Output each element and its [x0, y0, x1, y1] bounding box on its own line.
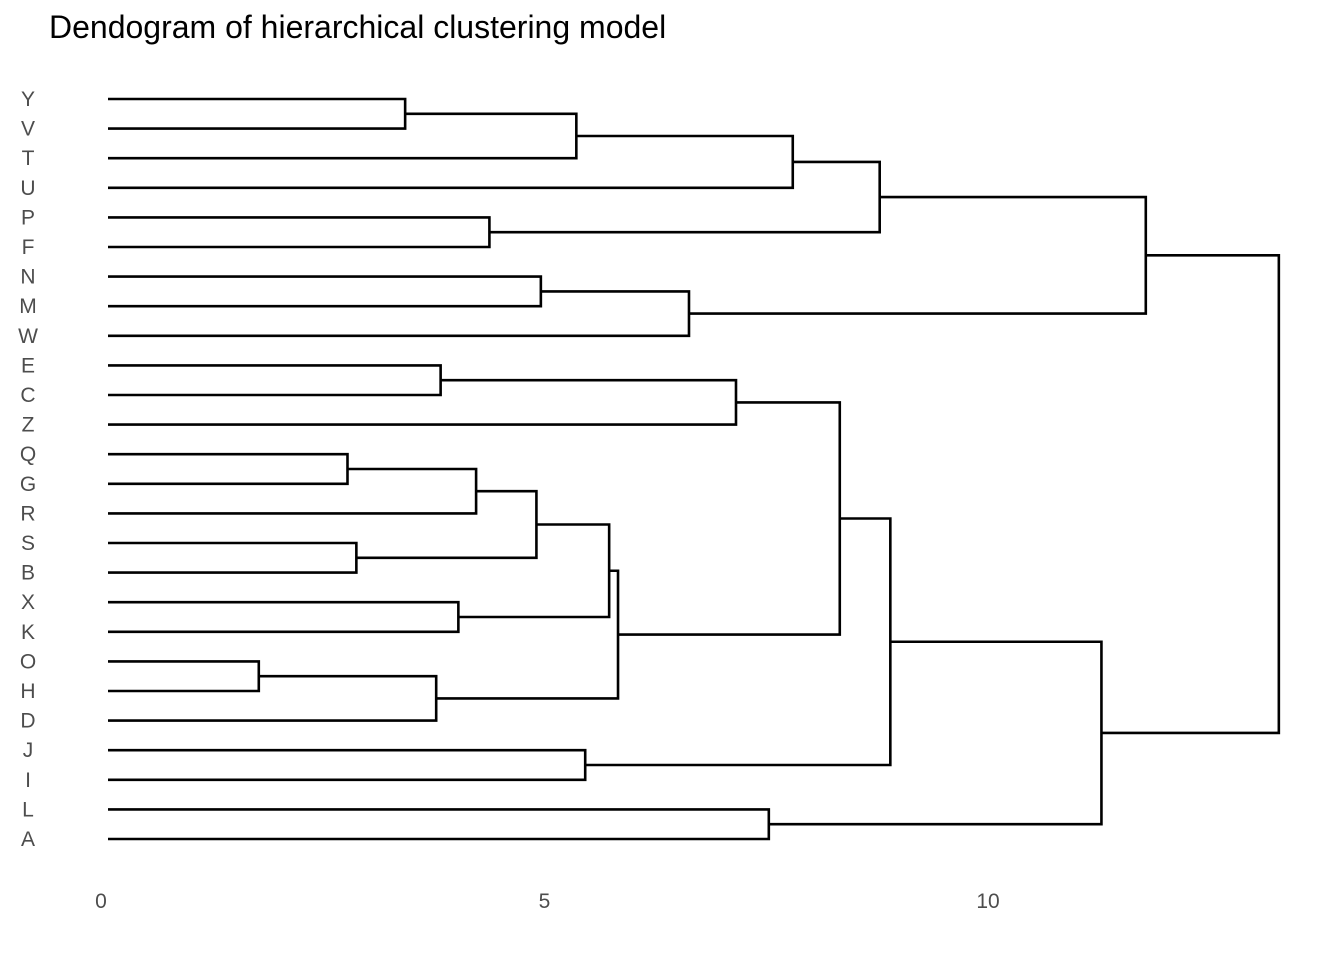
merge-branch-m6: [108, 364, 442, 397]
leaf-label-C: C: [20, 384, 35, 407]
merge-branch-m19: [108, 134, 795, 190]
merge-branch-m4: [108, 97, 407, 130]
leaf-label-Q: Q: [20, 443, 36, 466]
leaf-label-I: I: [25, 769, 31, 792]
leaf-label-U: U: [20, 177, 35, 200]
leaf-label-P: P: [21, 206, 35, 229]
merge-branch-m15: [436, 569, 620, 700]
merge-branch-m23: [768, 640, 1103, 826]
leaf-label-V: V: [21, 118, 35, 141]
merge-branch-m11: [108, 275, 543, 308]
merge-branch-m3: [108, 541, 358, 574]
leaf-label-O: O: [20, 650, 36, 673]
x-tick-label: 10: [976, 890, 999, 913]
merge-branch-m16: [108, 290, 691, 338]
chart-title: Dendogram of hierarchical clustering mod…: [49, 9, 666, 45]
leaf-label-W: W: [18, 325, 38, 348]
leaf-label-J: J: [23, 739, 34, 762]
x-tick-label: 0: [95, 890, 107, 913]
merge-branch-m1: [108, 660, 261, 693]
merge-branch-m2: [108, 452, 349, 486]
merge-branch-m21: [489, 160, 881, 234]
leaf-label-B: B: [21, 562, 35, 585]
merge-branch-m7: [108, 600, 460, 634]
x-axis-ticks: 0 5 10: [95, 890, 1000, 913]
leaf-label-X: X: [21, 591, 35, 614]
leaf-label-K: K: [21, 621, 35, 644]
leaf-label-L: L: [22, 798, 34, 821]
leaf-label-Z: Z: [22, 414, 35, 437]
leaf-label-R: R: [20, 502, 35, 525]
leaf-label-N: N: [20, 266, 35, 289]
merge-branch-m8: [108, 467, 478, 515]
leaf-label-M: M: [19, 295, 37, 318]
merge-branch-m20: [618, 401, 842, 636]
merge-branch-m10: [356, 489, 538, 560]
merge-branch-m18: [108, 808, 771, 841]
merge-branch-m13: [108, 748, 587, 782]
leaf-label-Y: Y: [21, 88, 35, 111]
merge-branch-m24: [688, 195, 1148, 315]
leaf-label-F: F: [22, 236, 35, 259]
leaf-label-E: E: [21, 354, 35, 377]
leaf-label-H: H: [20, 680, 35, 703]
leaf-label-D: D: [20, 710, 35, 733]
merge-branch-m14: [458, 523, 611, 619]
x-tick-label: 5: [539, 890, 551, 913]
merge-branch-m9: [108, 216, 491, 249]
merge-branch-m17: [108, 378, 738, 426]
leaf-label-T: T: [22, 147, 35, 170]
merge-branch-m22: [585, 517, 892, 767]
leaf-label-G: G: [20, 473, 36, 496]
dendrogram-branches: [108, 97, 1281, 841]
leaf-label-A: A: [21, 828, 35, 851]
merge-branch-m25: [1101, 254, 1281, 735]
merge-branch-m5: [108, 674, 438, 722]
leaf-label-S: S: [21, 532, 35, 555]
merge-branch-m12: [108, 112, 578, 160]
